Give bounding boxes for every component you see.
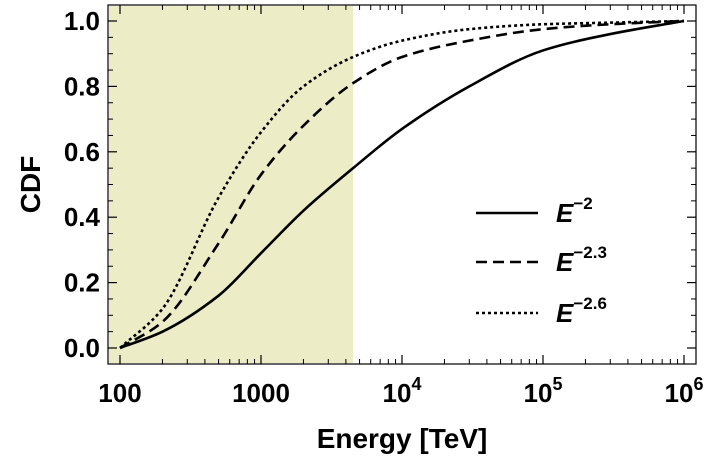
y-axis-title: CDF	[15, 156, 46, 214]
series-line-1	[119, 19, 685, 350]
legend: E−2 E−2.3 E−2.6	[476, 194, 607, 328]
x-tick-label: 106	[665, 374, 704, 408]
legend-label-1: E−2	[556, 194, 593, 228]
y-tick-label: 0.0	[64, 333, 100, 363]
x-axis-title: Energy [TeV]	[317, 423, 488, 454]
series-layer	[119, 19, 685, 350]
y-tick-label: 1.0	[64, 6, 100, 36]
y-tick-label: 0.2	[64, 268, 100, 298]
shaded-region	[109, 6, 354, 363]
legend-label-3: E−2.6	[556, 294, 607, 328]
y-tick-label: 0.8	[64, 71, 100, 101]
x-tick-label: 105	[524, 374, 563, 408]
legend-label-2: E−2.3	[556, 243, 607, 277]
x-tick-label: 1000	[232, 378, 290, 408]
series-line-2	[119, 19, 685, 350]
tick-layer: 0.0 0.2 0.4 0.6 0.8 1.0 100 1000 104 105 106	[64, 5, 704, 408]
x-tick-label: 104	[383, 374, 422, 408]
y-tick-label: 0.6	[64, 137, 100, 167]
x-tick-label: 100	[98, 378, 141, 408]
y-tick-label: 0.4	[64, 202, 101, 232]
series-line-3	[119, 19, 685, 349]
